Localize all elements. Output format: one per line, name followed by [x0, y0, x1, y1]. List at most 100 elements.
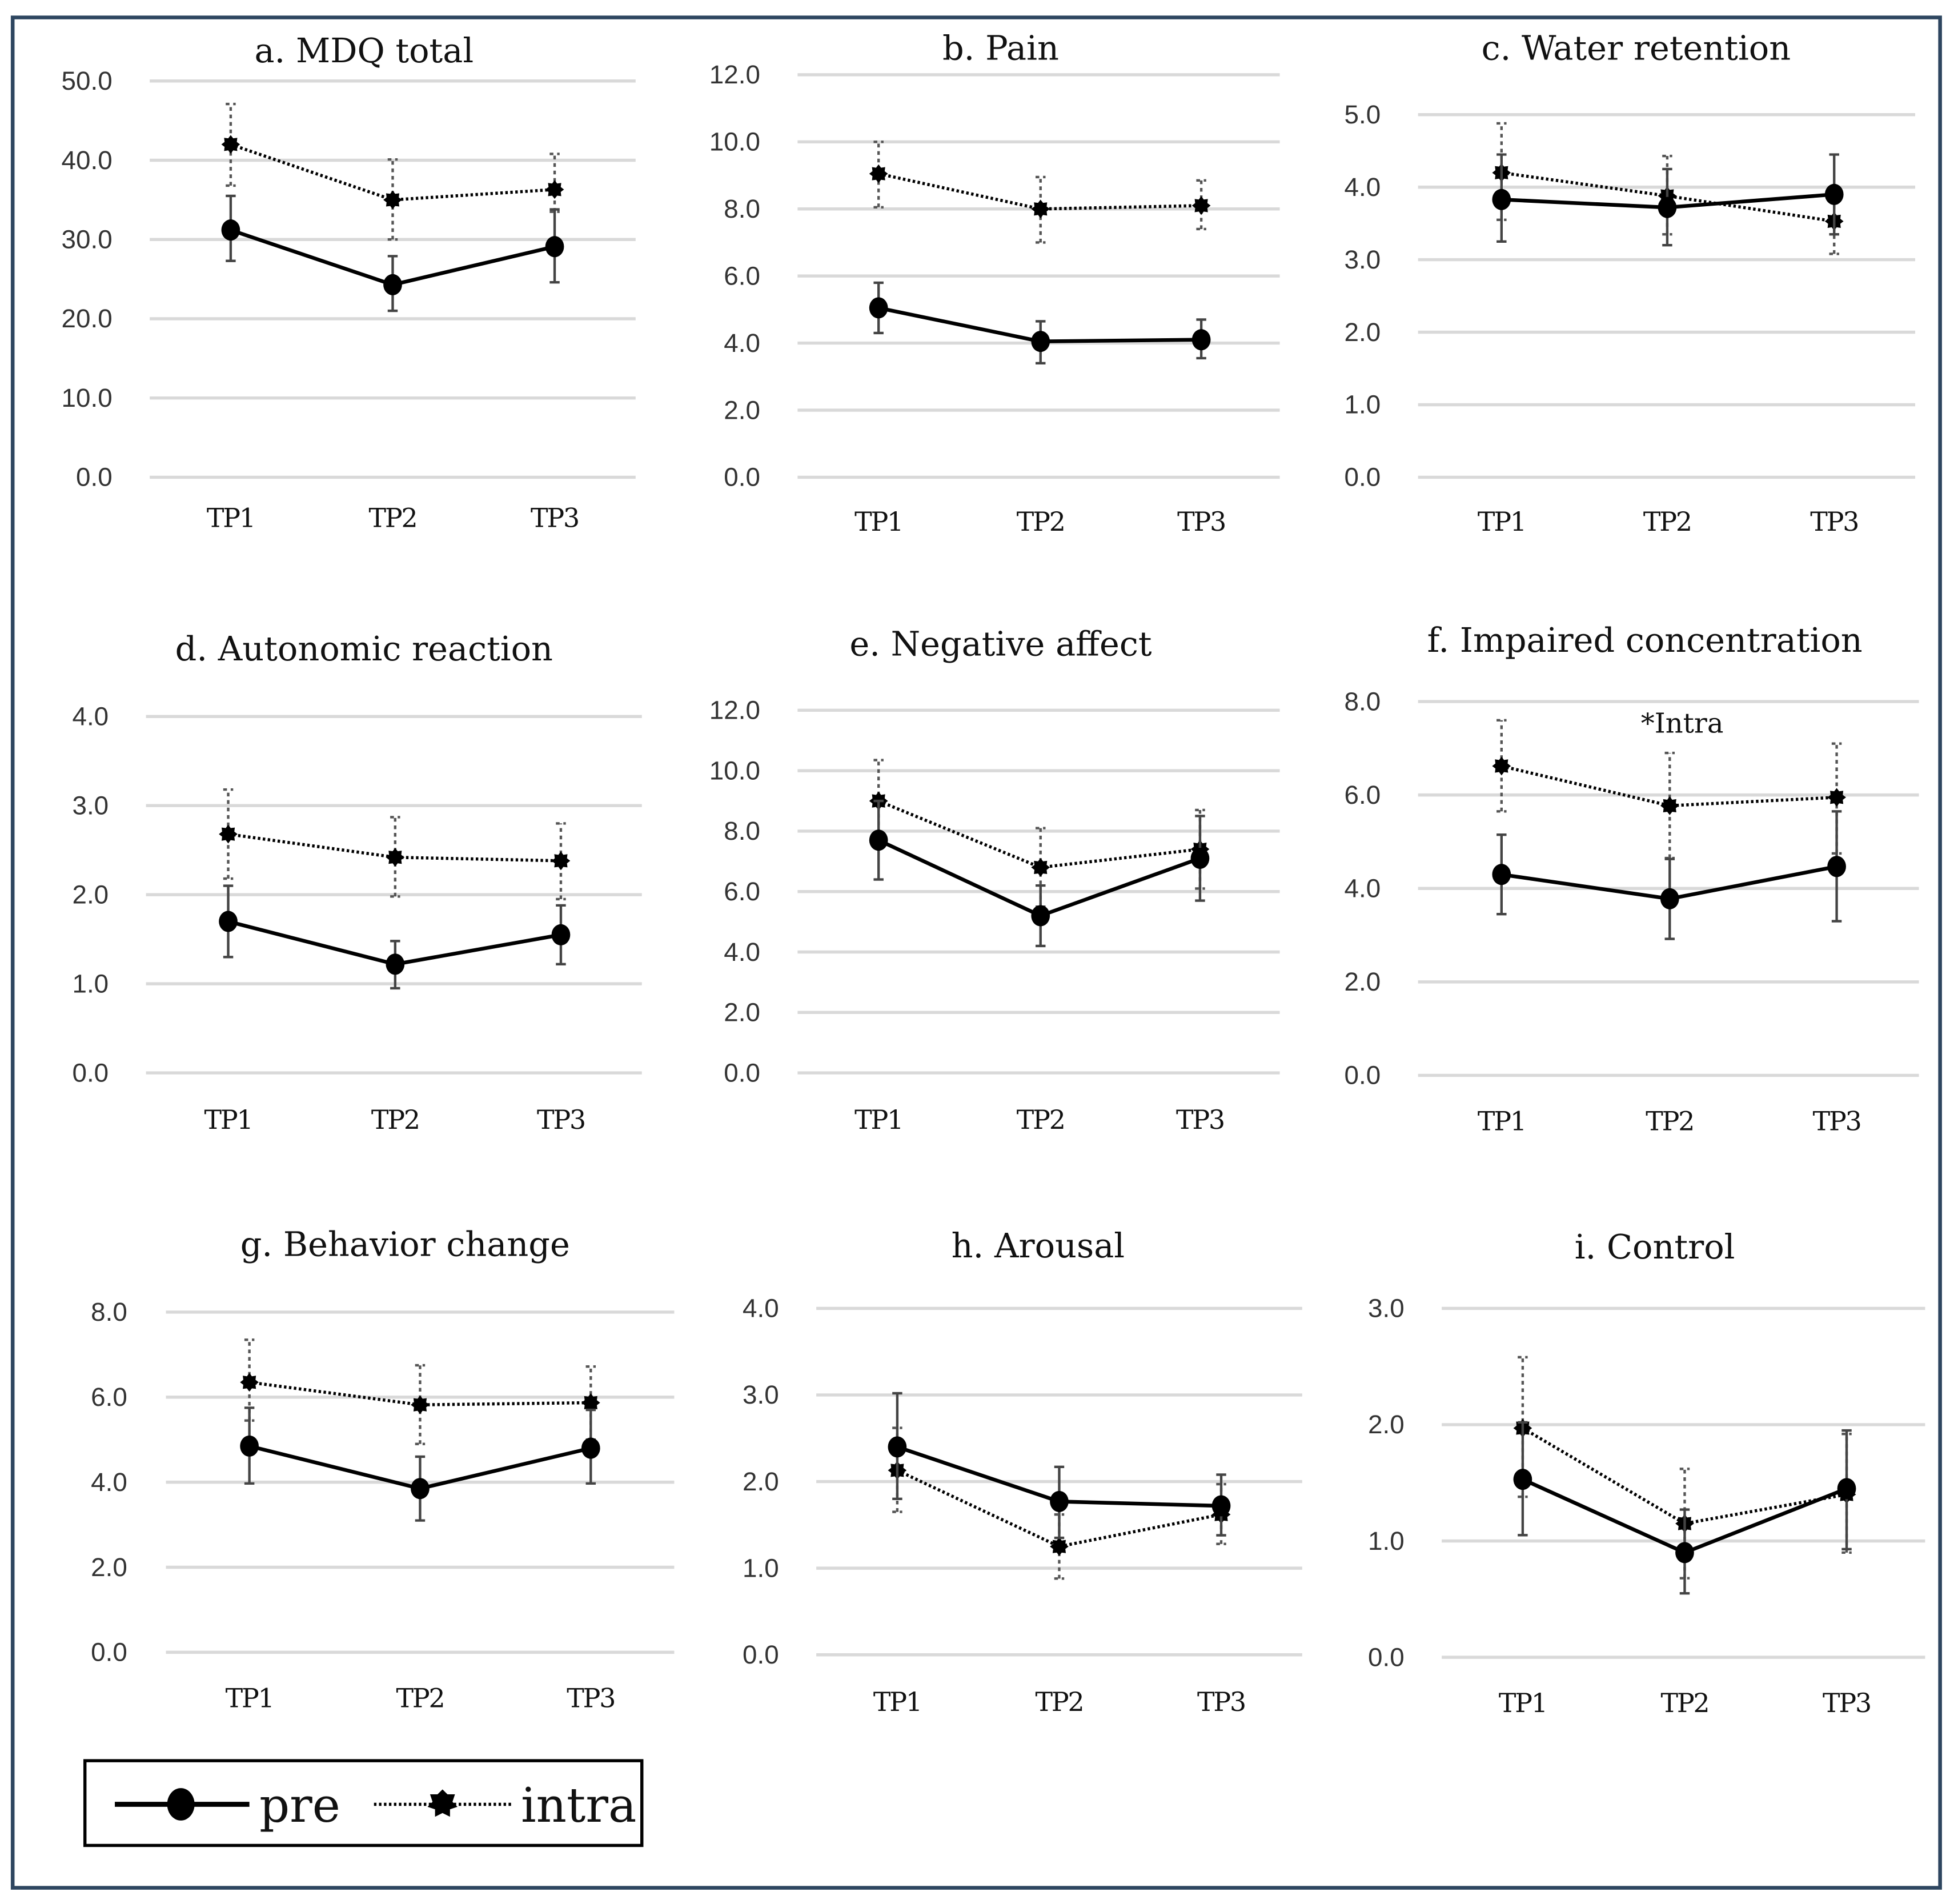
data-point-pre — [219, 911, 238, 932]
data-point-pre — [386, 953, 405, 975]
panel-i: i. Control 0.0 1.0 2.0 3.0 TP1 TP2 TP3 — [1368, 1227, 1925, 1718]
data-point-pre — [1191, 329, 1211, 351]
legend-intra-marker — [427, 1789, 458, 1817]
data-point-intra — [1031, 199, 1050, 219]
data-point-intra — [386, 848, 405, 867]
x-tick-label: TP3 — [1197, 1686, 1245, 1717]
y-tick-label: 10.0 — [62, 383, 113, 412]
series-intra — [1492, 719, 1846, 860]
x-tick-label: TP1 — [854, 1104, 902, 1135]
y-tick-label: 3.0 — [743, 1380, 779, 1409]
y-tick-label: 12.0 — [709, 60, 760, 89]
y-tick-label: 6.0 — [724, 261, 760, 290]
y-tick-label: 5.0 — [1345, 100, 1381, 129]
x-tick-label: TP2 — [1660, 1687, 1708, 1718]
y-tick-label: 50.0 — [62, 66, 113, 95]
data-point-pre — [1031, 905, 1050, 927]
y-tick-label: 0.0 — [91, 1638, 127, 1667]
series-intra — [219, 788, 571, 901]
y-tick-label: 1.0 — [1345, 390, 1381, 419]
data-point-intra — [869, 164, 888, 183]
series-line-intra — [249, 1380, 591, 1406]
y-tick-label: 40.0 — [62, 146, 113, 175]
x-tick-label: TP3 — [531, 503, 579, 534]
y-tick-label: 2.0 — [743, 1467, 779, 1496]
data-point-intra — [1492, 756, 1511, 776]
data-point-pre — [1492, 864, 1511, 885]
y-tick-label: 8.0 — [91, 1297, 127, 1326]
series-pre — [1492, 810, 1846, 940]
legend-pre-label: pre — [259, 1778, 340, 1833]
series-pre — [888, 1392, 1231, 1540]
data-point-pre — [1658, 197, 1677, 218]
y-tick-label: 10.0 — [709, 756, 760, 785]
x-tick-label: TP1 — [873, 1686, 921, 1717]
y-tick-label: 4.0 — [1345, 173, 1381, 202]
y-tick-label: 0.0 — [743, 1640, 779, 1669]
panel-g: g. Behavior change 0.0 2.0 4.0 6.0 8.0 TP1 TP2 T… — [91, 1225, 675, 1713]
data-point-pre — [1190, 847, 1210, 869]
panel-a: a. MDQ total 0.0 10.0 20.0 30.0 40.0 50.0 TP1 TP… — [62, 31, 636, 534]
y-tick-label: 3.0 — [1368, 1294, 1405, 1323]
chart-title: b. Pain — [942, 29, 1059, 68]
series-pre — [1492, 153, 1844, 247]
data-point-intra — [581, 1393, 600, 1412]
x-tick-label: TP2 — [1017, 1104, 1065, 1135]
y-tick-label: 2.0 — [91, 1553, 127, 1582]
data-point-intra — [240, 1373, 259, 1392]
series-pre — [221, 194, 564, 312]
y-tick-label: 0.0 — [724, 463, 760, 492]
y-tick-label: 6.0 — [1345, 780, 1381, 809]
y-tick-label: 3.0 — [1345, 245, 1381, 274]
y-tick-label: 2.0 — [1368, 1410, 1405, 1439]
y-tick-label: 20.0 — [62, 304, 113, 333]
data-point-intra — [221, 135, 240, 154]
series-intra — [221, 102, 564, 241]
y-tick-label: 12.0 — [709, 696, 760, 725]
data-point-pre — [551, 924, 571, 945]
x-tick-label: TP1 — [204, 1104, 252, 1135]
x-tick-label: TP1 — [226, 1682, 274, 1713]
data-point-intra — [383, 190, 402, 210]
x-tick-label: TP1 — [1499, 1687, 1547, 1718]
legend-pre-marker — [167, 1788, 195, 1821]
legend: pre intra — [83, 1759, 644, 1847]
y-tick-label: 4.0 — [1345, 874, 1381, 903]
data-point-pre — [869, 829, 888, 851]
series-line-intra — [228, 832, 561, 863]
x-tick-label: TP3 — [1813, 1105, 1861, 1136]
y-tick-label: 4.0 — [743, 1294, 779, 1323]
data-point-pre — [411, 1478, 430, 1500]
series-line-intra — [1501, 171, 1835, 223]
chart-title: h. Arousal — [952, 1226, 1125, 1265]
panel-e: e. Negative affect 0.0 2.0 4.0 6.0 8.0 10.0 12.… — [709, 624, 1280, 1135]
data-point-pre — [383, 274, 402, 295]
data-point-pre — [1050, 1490, 1069, 1512]
y-tick-label: 0.0 — [724, 1058, 760, 1087]
y-tick-label: 6.0 — [91, 1382, 127, 1412]
y-tick-label: 8.0 — [724, 816, 760, 845]
y-tick-label: 1.0 — [743, 1553, 779, 1582]
y-tick-label: 10.0 — [709, 127, 760, 157]
chart-title: e. Negative affect — [849, 624, 1151, 663]
chart-title: g. Behavior change — [240, 1225, 570, 1264]
data-point-intra — [411, 1395, 430, 1414]
y-tick-label: 8.0 — [1345, 687, 1381, 716]
data-point-pre — [581, 1437, 600, 1459]
x-tick-label: TP3 — [1823, 1687, 1871, 1718]
y-tick-label: 2.0 — [724, 998, 760, 1027]
y-tick-label: 8.0 — [724, 194, 760, 223]
x-tick-label: TP2 — [371, 1104, 419, 1135]
data-point-pre — [240, 1435, 259, 1457]
panel-b: b. Pain 0.0 2.0 4.0 6.0 8.0 10.0 12.0 TP1 TP2 TP3 — [709, 29, 1280, 537]
panel-f: f. Impaired concentration 0.0 2.0 4.0 6.0 8.0… — [1345, 620, 1919, 1136]
y-tick-label: 6.0 — [724, 877, 760, 906]
chart-title: i. Control — [1575, 1227, 1735, 1266]
series-pre — [219, 884, 571, 990]
data-point-pre — [1513, 1469, 1532, 1490]
y-tick-label: 4.0 — [72, 702, 109, 731]
x-tick-label: TP2 — [1035, 1686, 1083, 1717]
data-point-pre — [545, 236, 564, 258]
series-pre — [869, 281, 1211, 364]
y-tick-label: 2.0 — [1345, 967, 1381, 996]
